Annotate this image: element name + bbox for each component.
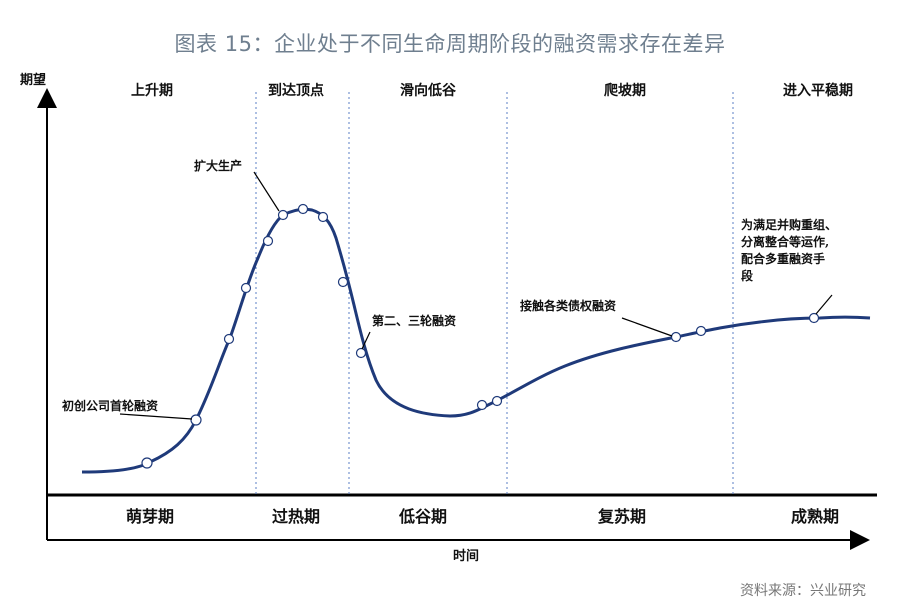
y-axis-label: 期望 [20,72,46,88]
bottom-phase-recovery: 复苏期 [597,507,646,526]
bottom-phase-trough: 低谷期 [398,507,447,526]
leader-debt [621,317,673,337]
top-phase-sliding: 滑向低谷 [400,82,457,99]
annotation-startup-round: 初创公司首轮融资 [62,398,158,413]
bottom-phase-overheat: 过热期 [272,507,320,526]
marker-point [337,276,349,288]
annotation-mature-line3: 配合多重融资手 [741,251,825,266]
marker-point [190,414,202,426]
marker-point [808,312,820,324]
top-phase-peak: 到达顶点 [268,82,324,99]
marker-point [240,282,252,294]
marker-point [355,347,367,359]
leader-startup [119,413,193,420]
annotation-second-round: 第二、三轮融资 [372,313,456,328]
marker-point [297,203,309,215]
marker-point [491,395,503,407]
bottom-phase-mature: 成熟期 [791,507,839,526]
leader-second-round [361,331,371,350]
marker-point [223,333,235,345]
marker-point [670,331,682,343]
annotation-mature-line2: 分离整合等运作, [741,234,829,249]
annotation-mature-line1: 为满足并购重组、 [741,217,837,232]
marker-point [141,457,153,469]
marker-point [476,399,488,411]
top-phase-climbing: 爬坡期 [604,82,646,99]
top-phase-plateau: 进入平稳期 [783,82,853,99]
top-phase-rising: 上升期 [131,82,173,99]
marker-point [262,235,274,247]
bottom-phase-sprout: 萌芽期 [126,507,174,526]
curve-markers [141,203,820,469]
annotation-expand-production: 扩大生产 [194,158,242,173]
marker-point [277,209,289,221]
x-axis-label: 时间 [453,548,479,564]
marker-point [695,325,707,337]
annotation-leaders [119,171,833,420]
leader-expand [253,171,280,212]
marker-point [317,211,329,223]
annotation-mature-line4: 段 [741,268,754,283]
phase-dividers [255,92,734,495]
figure-title: 图表 15：企业处于不同生命周期阶段的融资需求存在差异 [174,32,726,56]
source-note: 资料来源：兴业研究 [740,583,866,599]
leader-mature [815,294,833,315]
annotation-debt-financing: 接触各类债权融资 [520,298,616,313]
hype-curve [81,207,871,474]
